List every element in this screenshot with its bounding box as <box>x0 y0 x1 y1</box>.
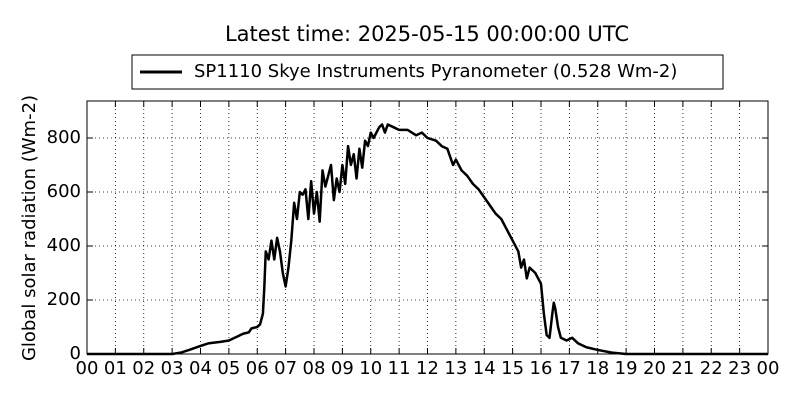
x-tick-label: 22 <box>700 358 723 379</box>
x-tick-label: 02 <box>132 358 155 379</box>
y-tick-label: 800 <box>47 127 81 148</box>
x-tick-label: 17 <box>558 358 581 379</box>
x-tick-label: 00 <box>76 358 99 379</box>
x-tick-label: 16 <box>530 358 553 379</box>
x-tick-label: 09 <box>331 358 354 379</box>
x-tick-label: 06 <box>246 358 269 379</box>
x-tick-label: 13 <box>444 358 467 379</box>
y-tick-label: 0 <box>70 343 81 364</box>
x-tick-label: 00 <box>757 358 780 379</box>
legend <box>131 54 724 90</box>
x-tick-label: 07 <box>274 358 297 379</box>
plot-frame <box>86 100 769 355</box>
x-tick-label: 23 <box>728 358 751 379</box>
x-tick-label: 15 <box>501 358 524 379</box>
x-tick-label: 21 <box>671 358 694 379</box>
x-tick-label: 19 <box>615 358 638 379</box>
data-line <box>87 123 768 356</box>
x-tick-label: 03 <box>161 358 184 379</box>
x-tick-label: 14 <box>473 358 496 379</box>
x-tick-label: 04 <box>189 358 212 379</box>
x-tick-label: 01 <box>104 358 127 379</box>
legend-label: SP1110 Skye Instruments Pyranometer (0.5… <box>194 61 677 82</box>
x-tick-label: 20 <box>643 358 666 379</box>
y-tick-label: 600 <box>47 181 81 202</box>
x-tick-label: 11 <box>388 358 411 379</box>
x-tick-label: 12 <box>416 358 439 379</box>
x-tick-label: 18 <box>586 358 609 379</box>
x-tick-label: 10 <box>359 358 382 379</box>
y-axis-label: Global solar radiation (Wm-2) <box>19 95 40 361</box>
y-tick-label: 200 <box>47 289 81 310</box>
y-tick-label: 400 <box>47 235 81 256</box>
chart-title: Latest time: 2025-05-15 00:00:00 UTC <box>225 22 629 46</box>
x-tick-label: 05 <box>217 358 240 379</box>
x-tick-label: 08 <box>303 358 326 379</box>
